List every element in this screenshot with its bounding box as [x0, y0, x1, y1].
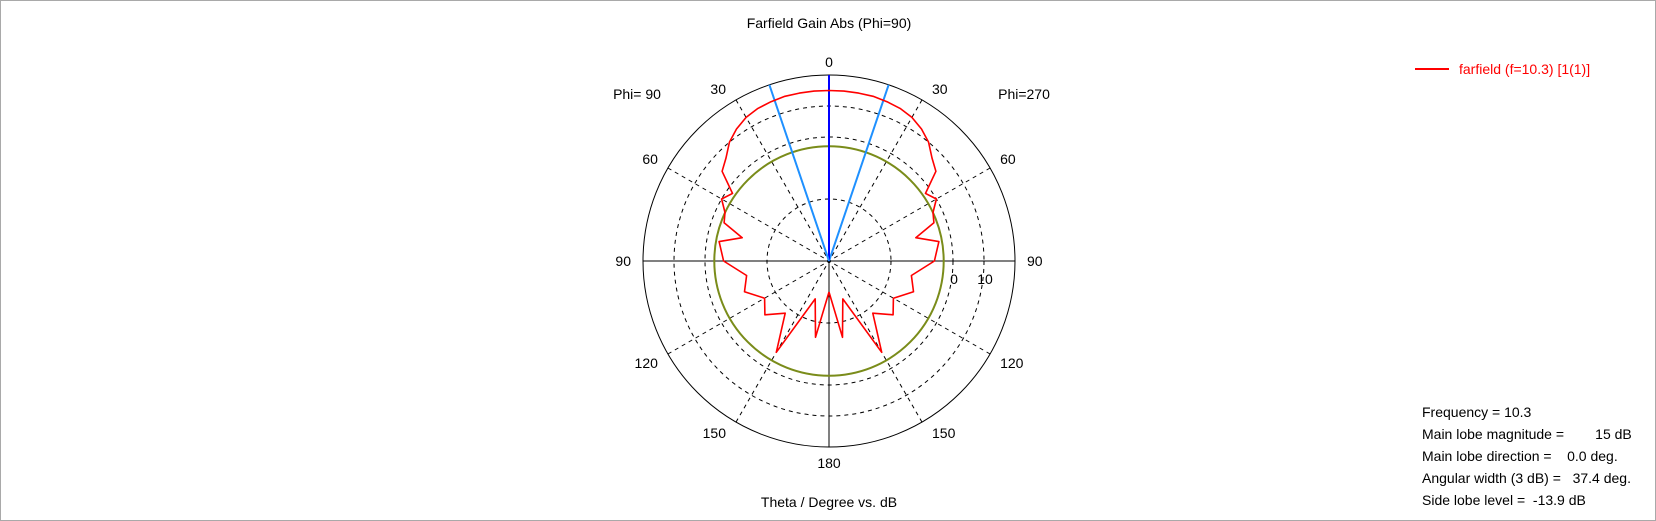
legend-label: farfield (f=10.3) [1(1)] [1459, 61, 1591, 77]
stat-main-lobe-magnitude: Main lobe magnitude = 15 dB [1422, 426, 1632, 442]
series-line-0 [718, 89, 940, 354]
beam-line-2 [768, 84, 830, 262]
chart-title: Farfield Gain Abs (Phi=90) [747, 15, 912, 31]
radial-tick-label-0: 0 [950, 271, 958, 287]
stat-angular-width: Angular width (3 dB) = 37.4 deg. [1422, 470, 1631, 486]
angle-tick-label-6: 180 [817, 455, 841, 471]
angle-tick-label-11: 30 [932, 81, 948, 97]
angle-tick-label-9: 90 [1027, 253, 1043, 269]
stat-side-lobe-level: Side lobe level = -13.9 dB [1422, 492, 1586, 508]
radial-tick-labels: 0 10 [950, 271, 993, 287]
statistics-panel: Frequency = 10.3 Main lobe magnitude = 1… [1422, 401, 1632, 511]
legend-swatch [1415, 68, 1449, 70]
angle-tick-label-3: 90 [615, 253, 631, 269]
angle-tick-label-8: 120 [1000, 355, 1024, 371]
angle-tick-label-5: 150 [703, 425, 727, 441]
angle-tick-label-1: 30 [710, 81, 726, 97]
beam-line-0 [828, 84, 890, 262]
angle-tick-label-10: 60 [1000, 151, 1016, 167]
series-group [718, 89, 940, 354]
angle-tick-label-2: 60 [642, 151, 658, 167]
stat-frequency: Frequency = 10.3 [1422, 404, 1532, 420]
angle-tick-labels: 0 30 60 90 120 150 180 150 120 90 60 30 [615, 54, 1042, 471]
radial-tick-label-1: 10 [977, 271, 993, 287]
left-half-label: Phi= 90 [613, 86, 661, 102]
beam-lines [768, 75, 890, 262]
stat-main-lobe-direction: Main lobe direction = 0.0 deg. [1422, 448, 1618, 464]
angle-tick-label-0: 0 [825, 54, 833, 70]
x-axis-label: Theta / Degree vs. dB [761, 494, 897, 510]
angle-tick-label-4: 120 [635, 355, 659, 371]
legend: farfield (f=10.3) [1(1)] [1415, 61, 1590, 77]
angle-tick-label-7: 150 [932, 425, 956, 441]
right-half-label: Phi=270 [998, 86, 1050, 102]
